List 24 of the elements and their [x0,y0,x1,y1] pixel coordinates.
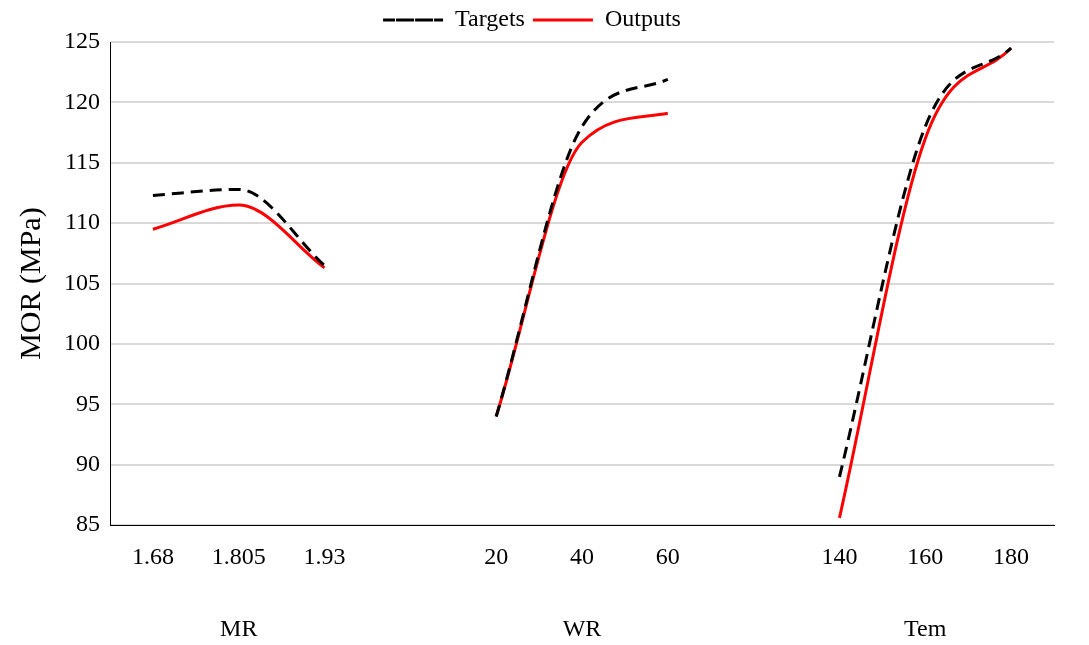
y-tick-label: 110 [64,208,100,235]
y-tick-label: 125 [64,27,100,54]
x-tick-label: 1.805 [211,542,266,569]
y-axis-title: MOR (MPa) [12,207,47,360]
y-tick-label: 105 [64,268,100,295]
x-tick-label: 1.93 [303,542,346,569]
y-tick-label: 95 [76,389,100,416]
text: MR [220,615,258,642]
x-tick-label: 180 [993,542,1030,569]
text: WR [562,615,602,642]
x-tick-label: 20 [484,542,509,569]
x-tick-label: 40 [570,542,594,569]
x-tick-label: 1.68 [131,542,174,569]
y-tick-label: 85 [76,510,100,537]
y-tick-label: 100 [64,329,100,356]
text: Tem [904,615,947,642]
x-tick-label: 60 [655,542,680,569]
y-tick-label: 120 [64,87,100,114]
y-tick-label: 90 [76,450,100,477]
y-tick-label: 115 [64,148,100,175]
x-tick-label: 160 [907,542,944,569]
x-tick-label: 140 [821,542,858,569]
legend-label: Targets [455,5,525,32]
legend-label: Outputs [604,5,681,32]
